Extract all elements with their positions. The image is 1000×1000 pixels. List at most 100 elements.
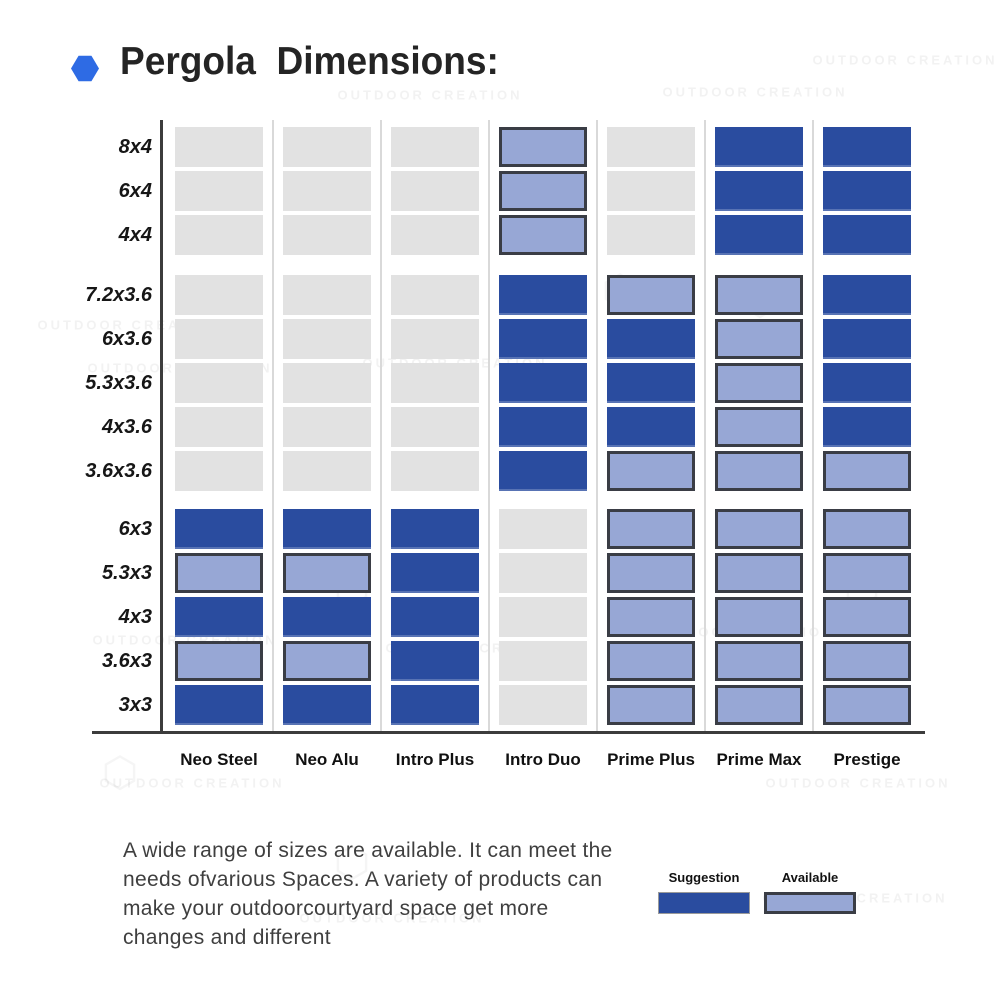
column-divider <box>704 120 706 731</box>
cell-6x3-intro-plus <box>391 509 479 549</box>
cell-4x4-neo-steel <box>175 215 263 255</box>
cell-6x3-prime-plus <box>607 509 695 549</box>
cell-3.6x3.6-prime-max <box>715 451 803 491</box>
cell-3.6x3.6-prestige <box>823 451 911 491</box>
cell-5.3x3.6-intro-plus <box>391 363 479 403</box>
cell-4x3.6-prime-max <box>715 407 803 447</box>
cell-4x3.6-neo-alu <box>283 407 371 447</box>
cell-6x3.6-prestige <box>823 319 911 359</box>
cell-8x4-prestige <box>823 127 911 167</box>
cell-6x3-intro-duo <box>499 509 587 549</box>
row-label-4x3.6: 4x3.6 <box>101 416 152 438</box>
cell-3.6x3.6-prime-plus <box>607 451 695 491</box>
legend-swatch-available <box>764 892 856 914</box>
cell-3.6x3.6-neo-steel <box>175 451 263 491</box>
cell-6x4-prestige <box>823 171 911 211</box>
cell-8x4-neo-alu <box>283 127 371 167</box>
row-label-6x3: 6x3 <box>118 518 152 540</box>
y-axis-line <box>160 120 163 734</box>
cell-6x4-prime-max <box>715 171 803 211</box>
cell-6x3-neo-alu <box>283 509 371 549</box>
column-header-neo-alu: Neo Alu <box>295 750 359 769</box>
cell-4x3.6-neo-steel <box>175 407 263 447</box>
cell-5.3x3.6-prime-plus <box>607 363 695 403</box>
cell-3.6x3.6-neo-alu <box>283 451 371 491</box>
column-header-intro-plus: Intro Plus <box>395 750 475 769</box>
row-label-7.2x3.6: 7.2x3.6 <box>85 284 152 306</box>
cell-3.6x3.6-intro-plus <box>391 451 479 491</box>
cell-7.2x3.6-prestige <box>823 275 911 315</box>
column-header-intro-duo: Intro Duo <box>505 750 581 769</box>
column-divider <box>380 120 382 731</box>
legend-item-available: Available <box>764 870 856 914</box>
cell-6x3-prime-max <box>715 509 803 549</box>
cell-5.3x3.6-intro-duo <box>499 363 587 403</box>
cell-8x4-intro-plus <box>391 127 479 167</box>
cell-7.2x3.6-neo-alu <box>283 275 371 315</box>
cell-3.6x3-prime-max <box>715 641 803 681</box>
column-header-prestige: Prestige <box>833 750 901 769</box>
cell-6x3.6-prime-max <box>715 319 803 359</box>
row-label-5.3x3: 5.3x3 <box>101 562 152 584</box>
cell-5.3x3.6-neo-alu <box>283 363 371 403</box>
cell-4x4-prime-max <box>715 215 803 255</box>
cell-5.3x3.6-prestige <box>823 363 911 403</box>
column-divider <box>488 120 490 731</box>
pergola-dimensions-matrix: Neo Steel Neo Alu Intro Plus Intro Duo Prime… <box>85 120 925 769</box>
cell-4x3.6-intro-plus <box>391 407 479 447</box>
cell-5.3x3-neo-alu <box>283 553 371 593</box>
cell-4x3.6-intro-duo <box>499 407 587 447</box>
legend-item-suggestion: Suggestion <box>658 870 750 914</box>
cell-8x4-neo-steel <box>175 127 263 167</box>
cell-4x3-prestige <box>823 597 911 637</box>
column-divider <box>272 120 274 731</box>
cell-8x4-intro-duo <box>499 127 587 167</box>
cell-4x4-prime-plus <box>607 215 695 255</box>
cell-6x4-intro-plus <box>391 171 479 211</box>
row-label-3.6x3: 3.6x3 <box>101 650 152 672</box>
row-label-8x4: 8x4 <box>118 136 152 158</box>
cell-4x3-prime-plus <box>607 597 695 637</box>
cell-7.2x3.6-intro-duo <box>499 275 587 315</box>
cell-5.3x3-prestige <box>823 553 911 593</box>
cell-3x3-intro-duo <box>499 685 587 725</box>
cell-6x3.6-neo-alu <box>283 319 371 359</box>
cell-4x4-neo-alu <box>283 215 371 255</box>
cell-5.3x3-prime-plus <box>607 553 695 593</box>
legend-label-suggestion: Suggestion <box>668 870 740 885</box>
row-label-4x3: 4x3 <box>118 606 152 628</box>
row-label-3x3: 3x3 <box>118 694 152 716</box>
cell-3.6x3-prime-plus <box>607 641 695 681</box>
cell-3.6x3-intro-plus <box>391 641 479 681</box>
row-label-6x4: 6x4 <box>118 180 152 202</box>
cell-4x4-intro-duo <box>499 215 587 255</box>
legend: Suggestion Available <box>658 870 856 914</box>
row-label-4x4: 4x4 <box>118 224 152 246</box>
cell-3x3-neo-steel <box>175 685 263 725</box>
row-label-5.3x3.6: 5.3x3.6 <box>85 372 152 394</box>
cell-5.3x3.6-prime-max <box>715 363 803 403</box>
cell-4x3-neo-alu <box>283 597 371 637</box>
cell-4x3-prime-max <box>715 597 803 637</box>
cell-6x3.6-intro-plus <box>391 319 479 359</box>
cell-5.3x3-intro-plus <box>391 553 479 593</box>
page-title: Pergola Dimensions: <box>120 40 499 83</box>
cell-3x3-neo-alu <box>283 685 371 725</box>
cell-7.2x3.6-prime-max <box>715 275 803 315</box>
cell-8x4-prime-max <box>715 127 803 167</box>
cell-6x3.6-prime-plus <box>607 319 695 359</box>
header: Pergola Dimensions: <box>0 0 1000 100</box>
cell-4x3.6-prime-plus <box>607 407 695 447</box>
cell-5.3x3-prime-max <box>715 553 803 593</box>
column-header-neo-steel: Neo Steel <box>180 750 258 769</box>
cell-7.2x3.6-prime-plus <box>607 275 695 315</box>
cell-3x3-prime-plus <box>607 685 695 725</box>
cell-6x3.6-intro-duo <box>499 319 587 359</box>
cell-6x4-neo-alu <box>283 171 371 211</box>
column-header-prime-plus: Prime Plus <box>607 750 695 769</box>
cell-3.6x3.6-intro-duo <box>499 451 587 491</box>
column-header-prime-max: Prime Max <box>716 750 802 769</box>
cell-4x4-prestige <box>823 215 911 255</box>
cell-6x4-prime-plus <box>607 171 695 211</box>
cell-6x4-intro-duo <box>499 171 587 211</box>
